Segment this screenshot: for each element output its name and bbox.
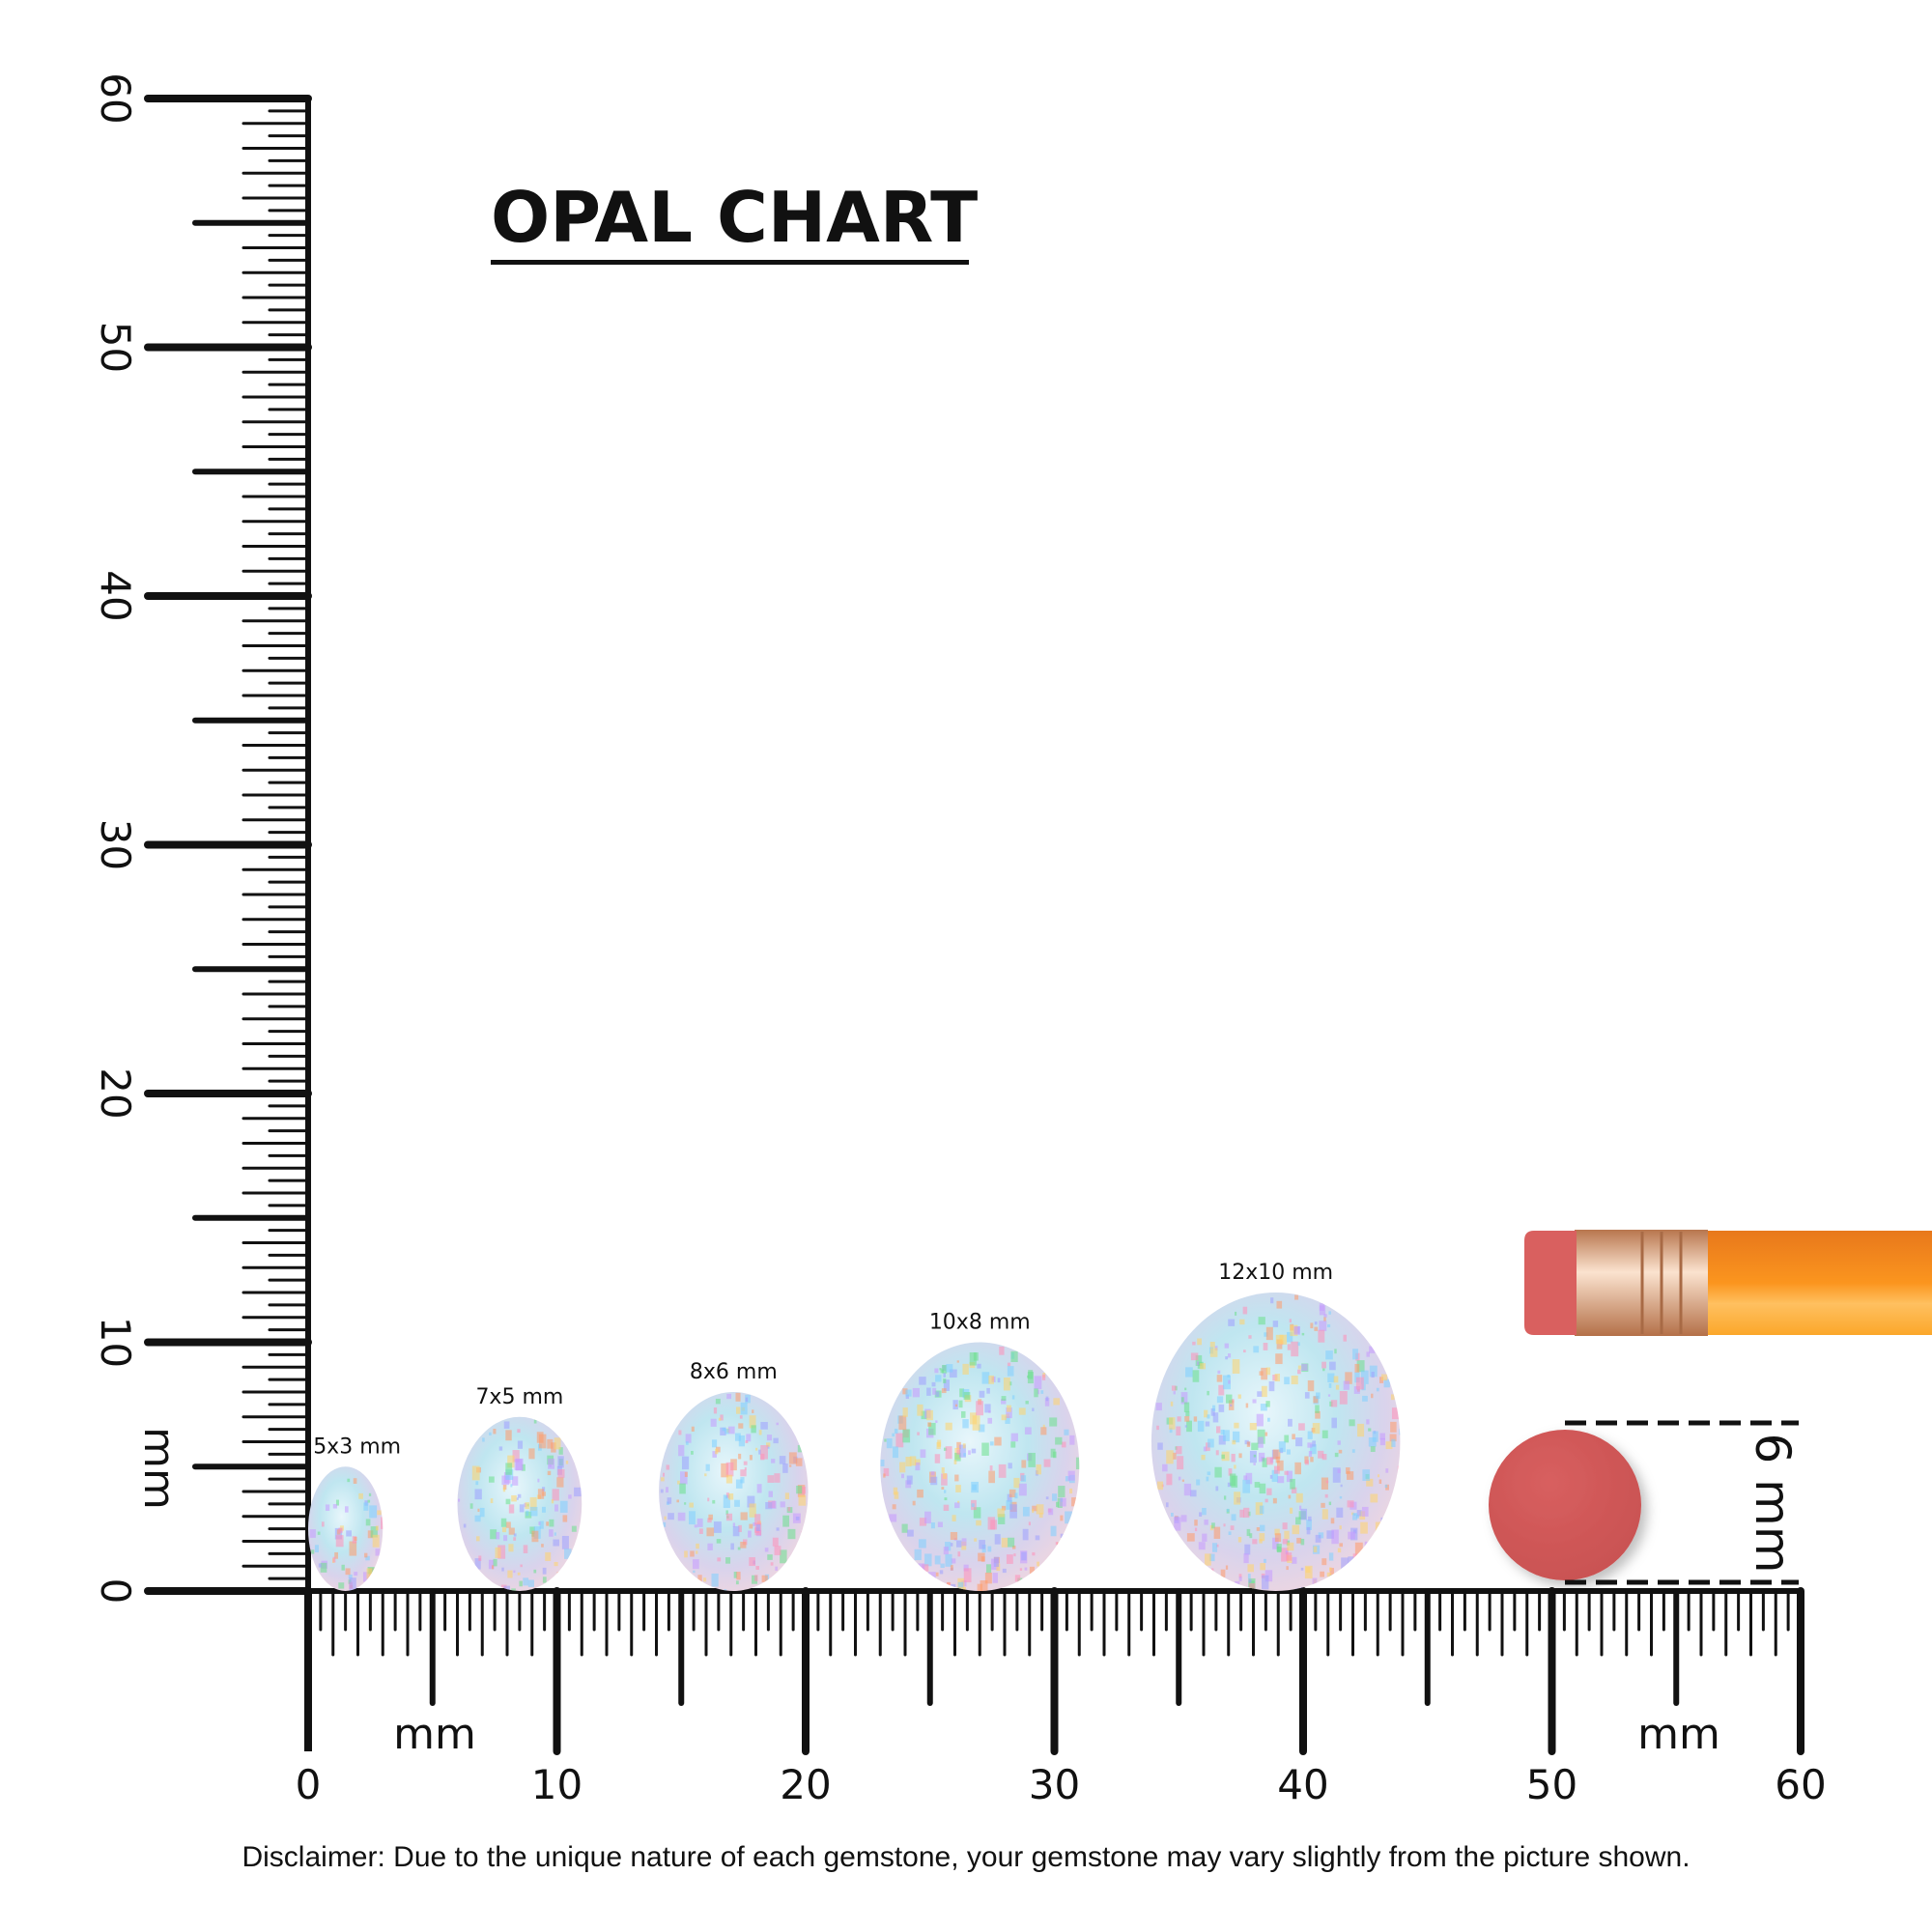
y-tick-label: 30 <box>92 819 139 870</box>
eraser-icon <box>1489 1430 1641 1580</box>
opal-gem <box>1151 1293 1401 1591</box>
eraser-size-label: 6 mm <box>1745 1433 1801 1573</box>
opal-stone <box>880 1342 1080 1591</box>
pencil-icon <box>1524 1230 1932 1336</box>
y-tick-label: 60 <box>92 72 139 124</box>
x-tick-label: 40 <box>1277 1761 1328 1808</box>
opal-stone <box>659 1392 809 1591</box>
opal-gem <box>308 1466 384 1591</box>
y-axis-unit: mm <box>134 1427 184 1510</box>
y-tick-label: 10 <box>92 1317 139 1368</box>
gem-size-label: 8x6 mm <box>690 1360 778 1384</box>
x-tick-label: 0 <box>296 1761 322 1808</box>
x-tick-label: 50 <box>1526 1761 1577 1808</box>
gem-size-label: 12x10 mm <box>1218 1261 1333 1285</box>
x-tick-label: 10 <box>531 1761 582 1808</box>
opal-fire-pattern <box>1155 1294 1401 1591</box>
opal-stone <box>308 1466 384 1591</box>
x-axis-unit-right: mm <box>1637 1710 1720 1759</box>
opal-gem <box>457 1416 582 1591</box>
gem-size-label: 7x5 mm <box>475 1385 563 1409</box>
opal-gem <box>880 1342 1080 1591</box>
x-tick-label: 60 <box>1775 1761 1826 1808</box>
x-tick-label: 20 <box>780 1761 831 1808</box>
x-tick-label: 30 <box>1029 1761 1080 1808</box>
y-tick-label: 20 <box>92 1067 139 1119</box>
gem-row: 5x3 mm 7x5 mm 8x6 mm 10x8 mm 12x10 mm <box>308 1261 1401 1591</box>
opal-gem <box>659 1392 809 1591</box>
opal-fire-pattern <box>309 1478 384 1591</box>
y-tick-label: 40 <box>92 570 139 621</box>
page-title: OPAL CHART <box>491 177 978 258</box>
rulers: 0 10 20 30 40 50 60 0 10 20 30 40 50 60 <box>92 72 1827 1808</box>
gem-size-label: 5x3 mm <box>313 1435 401 1459</box>
disclaimer: Disclaimer: Due to the unique nature of … <box>242 1841 1690 1873</box>
y-tick-label: 50 <box>92 322 139 373</box>
gem-size-label: 10x8 mm <box>929 1311 1031 1335</box>
opal-fire-pattern <box>458 1419 582 1591</box>
title-underline <box>491 260 969 265</box>
x-axis-unit-left: mm <box>393 1710 476 1759</box>
opal-fire-pattern <box>660 1392 809 1591</box>
y-tick-label: 0 <box>92 1578 139 1605</box>
